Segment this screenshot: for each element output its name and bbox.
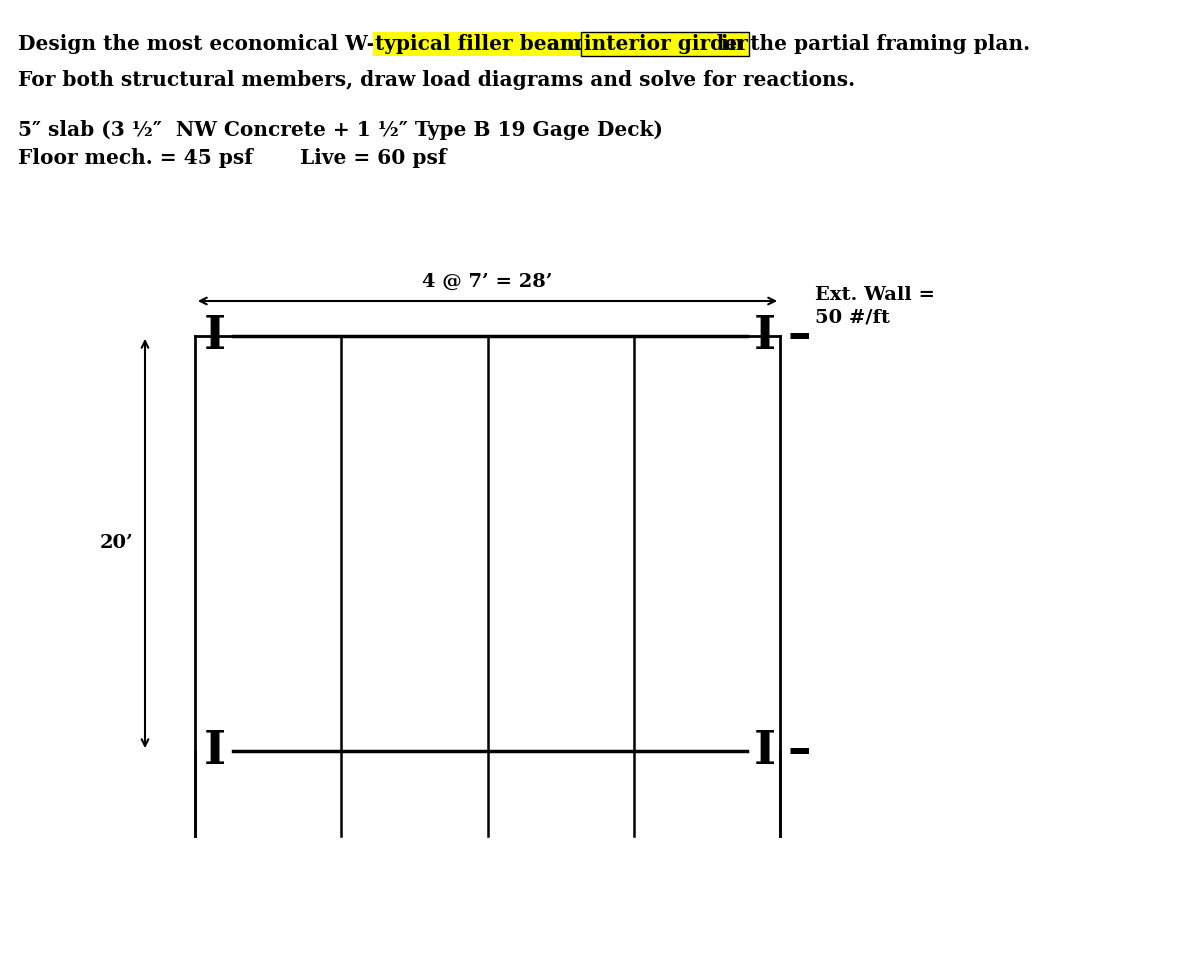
Text: Live = 60 psf: Live = 60 psf <box>300 148 446 168</box>
Text: 50 #/ft: 50 #/ft <box>815 308 890 326</box>
Text: Design the most economical W-shape for a: Design the most economical W-shape for a <box>18 34 508 54</box>
Text: interior girder: interior girder <box>583 34 748 54</box>
Text: in the partial framing plan.: in the partial framing plan. <box>714 34 1030 54</box>
Text: I: I <box>754 313 776 359</box>
Text: I: I <box>204 728 226 774</box>
Text: typical filler beam: typical filler beam <box>374 34 581 54</box>
Text: –: – <box>787 313 810 359</box>
Text: –: – <box>787 728 810 774</box>
Text: Floor mech. = 45 psf: Floor mech. = 45 psf <box>18 148 253 168</box>
Text: 20’: 20’ <box>100 534 133 553</box>
Text: and: and <box>540 34 596 54</box>
Text: For both structural members, draw load diagrams and solve for reactions.: For both structural members, draw load d… <box>18 70 856 90</box>
Text: I: I <box>204 313 226 359</box>
Text: 4 @ 7’ = 28’: 4 @ 7’ = 28’ <box>422 273 553 291</box>
Text: 5″ slab (3 ½″  NW Concrete + 1 ½″ Type B 19 Gage Deck): 5″ slab (3 ½″ NW Concrete + 1 ½″ Type B … <box>18 120 662 140</box>
Text: I: I <box>754 728 776 774</box>
Text: Ext. Wall =: Ext. Wall = <box>815 286 935 304</box>
